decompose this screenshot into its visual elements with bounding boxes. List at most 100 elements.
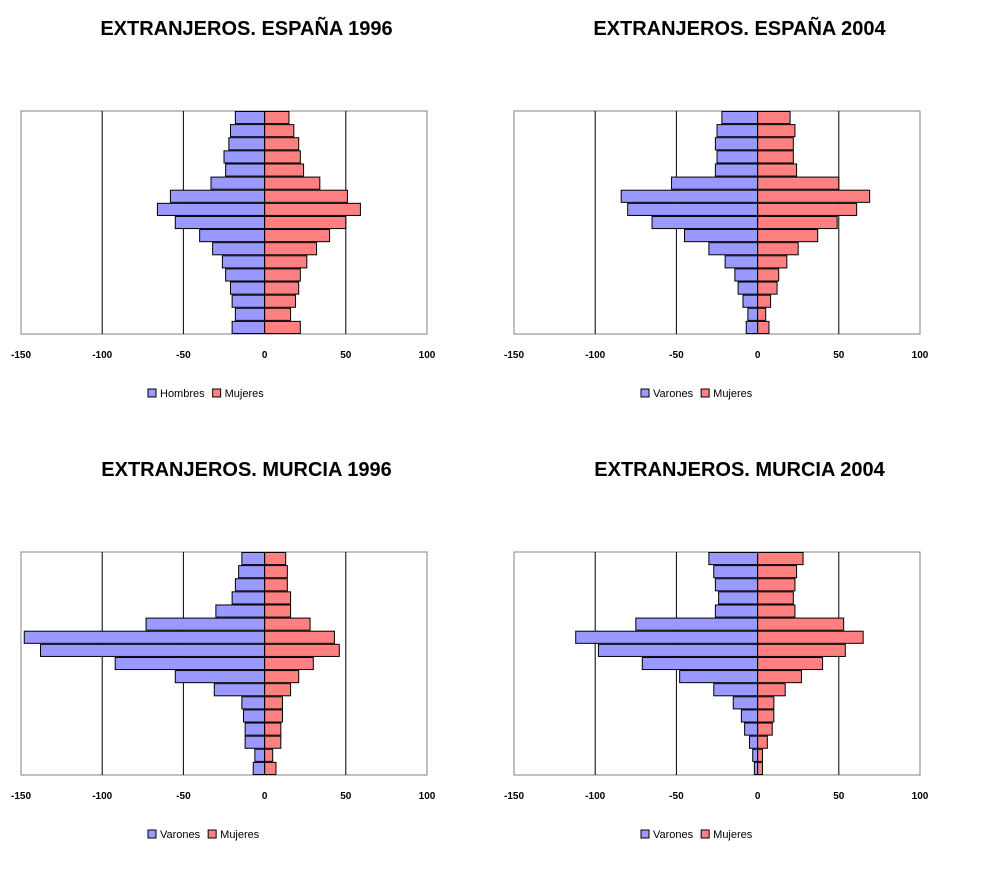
bar-mujeres [264,696,283,710]
bar-mujeres [264,656,314,671]
x-tick-label: -100 [92,350,112,361]
bar-mujeres [264,189,348,203]
bar-varones [714,137,759,151]
bar-mujeres [264,591,292,605]
x-tick-label: -50 [176,791,191,802]
bar-hombres [210,176,266,190]
legend-swatch-mujeres [207,829,217,839]
bar-varones [714,578,759,592]
chart-svg: -150 -100 -50 0 50 100 Varones Mujeres [11,551,436,841]
bar-mujeres [264,111,290,125]
chart-svg: -150 -100 -50 0 50 100 Hombres Mujeres [11,110,436,400]
bar-varones [718,591,759,605]
bar-mujeres [264,735,282,749]
x-tick-label: -150 [504,791,524,802]
bar-varones [744,722,759,736]
x-tick-label: 100 [419,350,436,361]
bar-hombres [212,242,266,256]
bar-mujeres [757,150,794,164]
bar-hombres [156,202,266,216]
legend-swatch-mujeres [700,829,710,839]
bar-mujeres [264,578,288,592]
bar-varones [39,643,266,657]
x-tick-label: 100 [912,350,929,361]
bar-mujeres [757,281,778,295]
x-tick-label: -150 [11,350,31,361]
bar-mujeres [264,683,292,697]
legend-swatch-varones [147,829,157,839]
x-tick-label: -150 [11,791,31,802]
bar-mujeres [757,683,786,697]
legend-swatch-hombres [147,388,157,398]
bar-hombres [221,255,266,269]
bar-mujeres [264,761,277,776]
bar-varones [745,320,759,335]
bar-mujeres [757,111,791,125]
bar-mujeres [264,150,301,164]
bar-mujeres [264,748,274,762]
x-tick-label: -100 [92,791,112,802]
bar-mujeres [264,617,311,631]
bar-hombres [199,229,266,243]
bar-varones [713,683,759,697]
x-tick-label: 100 [912,791,929,802]
legend-label-mujeres: Mujeres [220,829,260,841]
bar-varones [716,150,759,164]
x-tick-label: 0 [262,791,268,802]
bar-mujeres [757,761,763,776]
bar-varones [114,656,266,671]
bar-hombres [231,320,266,335]
bar-varones [742,294,759,308]
x-tick-label: 50 [340,791,352,802]
bar-mujeres [757,696,775,710]
bar-varones [747,307,759,321]
bar-mujeres [264,552,287,566]
bar-varones [241,696,266,710]
bar-varones [174,670,266,684]
legend-label-mujeres: Mujeres [713,829,753,841]
bar-mujeres [757,578,796,592]
bar-hombres [225,163,266,177]
bar-mujeres [757,137,794,151]
bar-mujeres [757,268,780,282]
bar-mujeres [264,320,301,335]
legend-swatch-mujeres [212,388,222,398]
x-tick-label: -50 [176,350,191,361]
bar-mujeres [264,215,347,230]
pyramid-chart-murcia-2004: EXTRANJEROS. MURCIA 2004 -150 -100 -50 0 50 1… [493,441,986,882]
bar-hombres [231,294,266,308]
x-tick-label: 100 [419,791,436,802]
bar-mujeres [264,670,300,684]
bar-varones [597,643,759,657]
pyramid-chart-espana-1996: EXTRANJEROS. ESPAÑA 1996 -150 -100 -50 0 50 1… [0,0,493,441]
bar-hombres [225,268,266,282]
bar-mujeres [757,670,802,684]
bar-varones [215,604,266,618]
bar-varones [213,683,266,697]
bar-mujeres [264,630,335,644]
x-tick-label: -50 [669,350,684,361]
bar-mujeres [757,630,864,644]
bar-mujeres [757,124,796,138]
chart-svg: -150 -100 -50 0 50 100 Varones Mujeres [504,551,929,841]
bar-mujeres [757,320,770,335]
bar-varones [732,696,759,710]
x-tick-label: 50 [833,791,845,802]
bar-varones [651,215,759,230]
x-tick-label: 0 [755,350,761,361]
bar-hombres [229,124,266,138]
bar-mujeres [264,255,308,269]
chart-title: EXTRANJEROS. MURCIA 2004 [594,459,885,481]
pyramid-chart-espana-2004: EXTRANJEROS. ESPAÑA 2004 -150 -100 -50 0 50 1… [493,0,986,441]
bar-varones [252,761,266,776]
bar-mujeres [264,722,282,736]
bar-varones [708,552,759,566]
bar-mujeres [264,643,340,657]
bar-varones [241,552,266,566]
bar-varones [713,565,759,579]
bar-hombres [234,111,266,125]
bar-varones [620,189,759,203]
legend-swatch-mujeres [700,388,710,398]
bar-varones [238,565,266,579]
bar-hombres [174,215,266,230]
